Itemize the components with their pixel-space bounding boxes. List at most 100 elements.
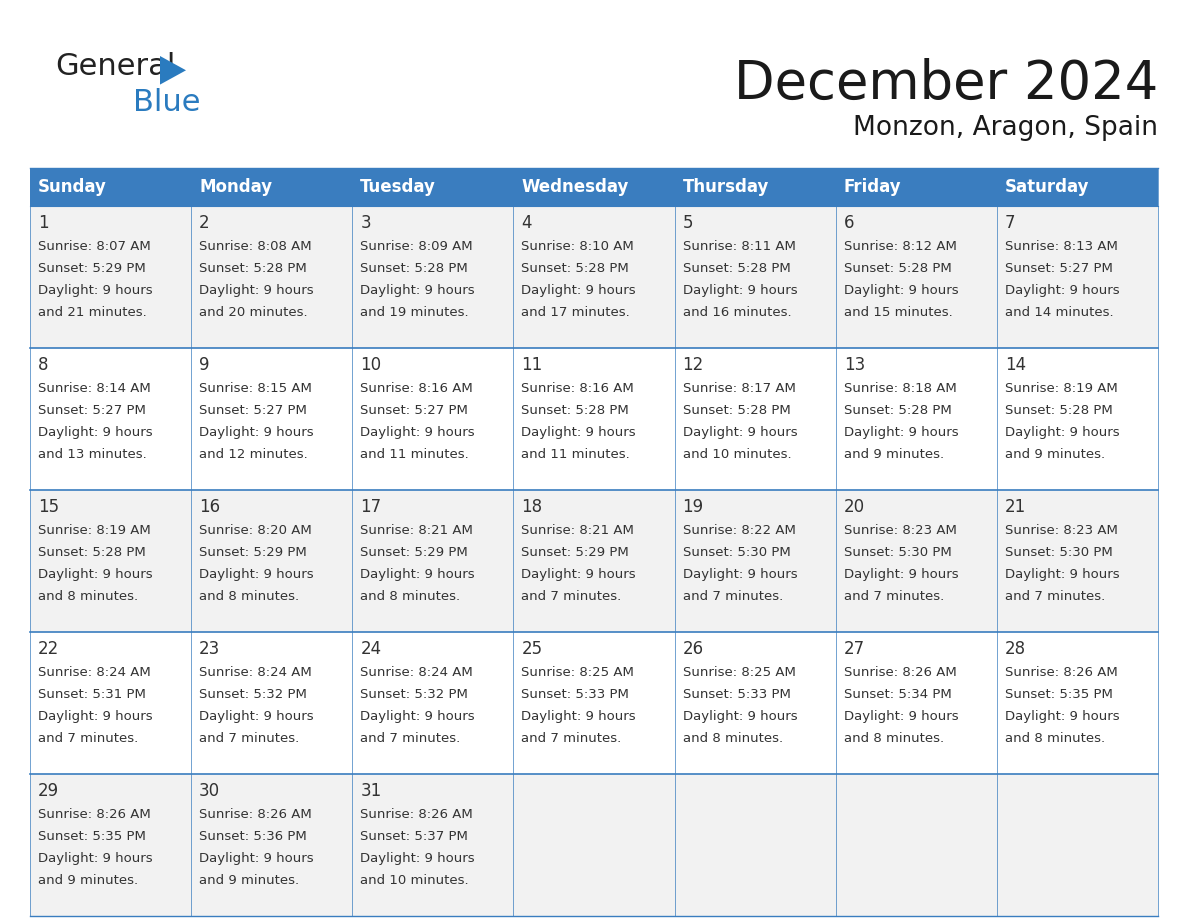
Text: Sunrise: 8:11 AM: Sunrise: 8:11 AM [683, 240, 796, 253]
Text: 24: 24 [360, 640, 381, 658]
Text: Sunrise: 8:24 AM: Sunrise: 8:24 AM [360, 666, 473, 679]
Text: and 8 minutes.: and 8 minutes. [683, 732, 783, 745]
Bar [30, 490, 191, 632]
Text: 13: 13 [843, 356, 865, 374]
Text: Sunset: 5:27 PM: Sunset: 5:27 PM [360, 404, 468, 417]
Text: Sunrise: 8:19 AM: Sunrise: 8:19 AM [1005, 382, 1118, 395]
Bar [30, 632, 191, 774]
Text: Daylight: 9 hours: Daylight: 9 hours [200, 568, 314, 581]
Text: Daylight: 9 hours: Daylight: 9 hours [522, 426, 636, 439]
Bar [191, 774, 353, 916]
Bar [513, 632, 675, 774]
Text: Sunrise: 8:26 AM: Sunrise: 8:26 AM [1005, 666, 1118, 679]
Text: Daylight: 9 hours: Daylight: 9 hours [522, 568, 636, 581]
Text: Sunset: 5:29 PM: Sunset: 5:29 PM [38, 262, 146, 275]
Text: Monzon, Aragon, Spain: Monzon, Aragon, Spain [853, 115, 1158, 141]
Bar [997, 206, 1158, 348]
Bar [835, 348, 997, 490]
Bar [997, 168, 1158, 206]
Bar [997, 490, 1158, 632]
Text: 31: 31 [360, 782, 381, 800]
Text: Daylight: 9 hours: Daylight: 9 hours [38, 568, 152, 581]
Text: Sunset: 5:28 PM: Sunset: 5:28 PM [1005, 404, 1113, 417]
Text: and 14 minutes.: and 14 minutes. [1005, 306, 1113, 319]
Bar [513, 490, 675, 632]
Text: Wednesday: Wednesday [522, 178, 628, 196]
Bar [30, 348, 191, 490]
Text: Sunday: Sunday [38, 178, 107, 196]
Text: 23: 23 [200, 640, 221, 658]
Text: 15: 15 [38, 498, 59, 516]
Text: and 11 minutes.: and 11 minutes. [522, 448, 630, 461]
Text: Daylight: 9 hours: Daylight: 9 hours [38, 426, 152, 439]
Text: and 9 minutes.: and 9 minutes. [1005, 448, 1105, 461]
Text: Sunset: 5:29 PM: Sunset: 5:29 PM [200, 546, 307, 559]
Bar [30, 168, 191, 206]
Bar [675, 632, 835, 774]
Text: Sunrise: 8:18 AM: Sunrise: 8:18 AM [843, 382, 956, 395]
Text: 29: 29 [38, 782, 59, 800]
Text: 19: 19 [683, 498, 703, 516]
Text: Sunset: 5:28 PM: Sunset: 5:28 PM [683, 262, 790, 275]
Text: and 7 minutes.: and 7 minutes. [360, 732, 461, 745]
Text: Sunrise: 8:26 AM: Sunrise: 8:26 AM [38, 808, 151, 821]
Text: Blue: Blue [133, 88, 201, 117]
Text: Sunset: 5:33 PM: Sunset: 5:33 PM [522, 688, 630, 701]
Text: 27: 27 [843, 640, 865, 658]
Text: Sunrise: 8:22 AM: Sunrise: 8:22 AM [683, 524, 796, 537]
Text: Sunset: 5:30 PM: Sunset: 5:30 PM [843, 546, 952, 559]
Bar [513, 168, 675, 206]
Text: and 7 minutes.: and 7 minutes. [843, 590, 944, 603]
Text: 22: 22 [38, 640, 59, 658]
Bar [835, 774, 997, 916]
Text: Sunset: 5:32 PM: Sunset: 5:32 PM [200, 688, 307, 701]
Text: 25: 25 [522, 640, 543, 658]
Text: Sunrise: 8:08 AM: Sunrise: 8:08 AM [200, 240, 311, 253]
Text: Daylight: 9 hours: Daylight: 9 hours [683, 710, 797, 723]
Text: and 7 minutes.: and 7 minutes. [522, 590, 621, 603]
Text: and 12 minutes.: and 12 minutes. [200, 448, 308, 461]
Text: Sunset: 5:28 PM: Sunset: 5:28 PM [843, 404, 952, 417]
Text: and 17 minutes.: and 17 minutes. [522, 306, 630, 319]
Bar [353, 348, 513, 490]
Bar [353, 168, 513, 206]
Text: Sunset: 5:30 PM: Sunset: 5:30 PM [683, 546, 790, 559]
Text: and 8 minutes.: and 8 minutes. [200, 590, 299, 603]
Text: Sunset: 5:28 PM: Sunset: 5:28 PM [38, 546, 146, 559]
Text: Daylight: 9 hours: Daylight: 9 hours [200, 852, 314, 865]
Text: Daylight: 9 hours: Daylight: 9 hours [360, 710, 475, 723]
Text: and 9 minutes.: and 9 minutes. [200, 874, 299, 887]
Text: and 9 minutes.: and 9 minutes. [843, 448, 943, 461]
Text: Daylight: 9 hours: Daylight: 9 hours [843, 710, 959, 723]
Text: and 13 minutes.: and 13 minutes. [38, 448, 147, 461]
Text: Sunrise: 8:13 AM: Sunrise: 8:13 AM [1005, 240, 1118, 253]
Bar [675, 490, 835, 632]
Text: and 7 minutes.: and 7 minutes. [683, 590, 783, 603]
Text: and 8 minutes.: and 8 minutes. [360, 590, 461, 603]
Bar [675, 206, 835, 348]
Text: 18: 18 [522, 498, 543, 516]
Text: 21: 21 [1005, 498, 1026, 516]
Text: General: General [55, 52, 176, 81]
Text: Tuesday: Tuesday [360, 178, 436, 196]
Text: Daylight: 9 hours: Daylight: 9 hours [683, 426, 797, 439]
Text: and 10 minutes.: and 10 minutes. [360, 874, 469, 887]
Bar [191, 168, 353, 206]
Text: Sunset: 5:29 PM: Sunset: 5:29 PM [360, 546, 468, 559]
Text: and 15 minutes.: and 15 minutes. [843, 306, 953, 319]
Text: Sunrise: 8:19 AM: Sunrise: 8:19 AM [38, 524, 151, 537]
Bar [353, 632, 513, 774]
Text: Friday: Friday [843, 178, 902, 196]
Text: Daylight: 9 hours: Daylight: 9 hours [1005, 284, 1119, 297]
Bar [835, 206, 997, 348]
Text: Daylight: 9 hours: Daylight: 9 hours [38, 284, 152, 297]
Text: 2: 2 [200, 214, 210, 232]
Text: Sunset: 5:32 PM: Sunset: 5:32 PM [360, 688, 468, 701]
Text: Sunrise: 8:23 AM: Sunrise: 8:23 AM [1005, 524, 1118, 537]
Text: Sunset: 5:28 PM: Sunset: 5:28 PM [522, 262, 630, 275]
Text: Saturday: Saturday [1005, 178, 1089, 196]
Text: Sunset: 5:34 PM: Sunset: 5:34 PM [843, 688, 952, 701]
Text: Sunset: 5:37 PM: Sunset: 5:37 PM [360, 830, 468, 843]
Text: 7: 7 [1005, 214, 1016, 232]
Text: Daylight: 9 hours: Daylight: 9 hours [1005, 426, 1119, 439]
